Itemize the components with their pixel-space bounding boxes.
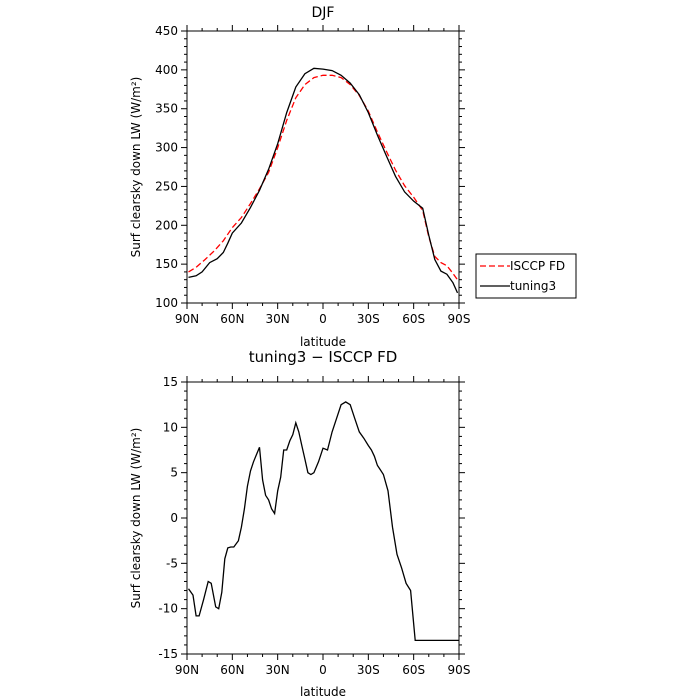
y-tick-label: 350	[155, 102, 178, 116]
x-tick-label: 90N	[175, 663, 199, 677]
y-tick-label: 450	[155, 24, 178, 38]
plot-frame	[186, 30, 460, 304]
legend-label: ISCCP FD	[510, 259, 565, 273]
x-tick-label: 60N	[220, 312, 244, 326]
plot-frame	[186, 381, 460, 655]
x-tick-label: 90S	[448, 312, 471, 326]
x-tick-label: 30N	[266, 312, 290, 326]
y-tick-label: 15	[163, 375, 178, 389]
x-tick-label: 60S	[402, 663, 425, 677]
chart-title: tuning3 − ISCCP FD	[249, 348, 398, 366]
y-tick-label: 200	[155, 218, 178, 232]
y-tick-label: -15	[158, 647, 178, 661]
y-axis-label: Surf clearsky down LW (W/m²)	[129, 428, 143, 609]
chart-djf: DJF 100 150 200 250 300 350 400 450 90N 60N 30N 0 30S…	[129, 5, 577, 349]
y-axis-label: Surf clearsky down LW (W/m²)	[129, 77, 143, 258]
x-tick-label: 30N	[266, 663, 290, 677]
x-tick-label: 60S	[402, 312, 425, 326]
chart-title: DJF	[312, 5, 335, 21]
y-tick-label: -10	[158, 602, 178, 616]
x-axis-label: latitude	[300, 335, 346, 349]
x-tick-label: 30S	[357, 312, 380, 326]
y-tick-label: 250	[155, 179, 178, 193]
chart-difference: tuning3 − ISCCP FD -15 -10 -5 0 5 10 15 90N 60N 30…	[129, 348, 470, 699]
legend-label: tuning3	[510, 279, 556, 293]
y-tick-label: 100	[155, 296, 178, 310]
x-tick-label: 0	[319, 663, 327, 677]
x-tick-label: 0	[319, 312, 327, 326]
legend-box	[475, 253, 577, 299]
y-tick-label: 150	[155, 257, 178, 271]
x-tick-label: 60N	[220, 663, 244, 677]
series-line-tuning3	[188, 67, 459, 294]
y-tick-label: -5	[166, 556, 178, 570]
x-tick-label: 90N	[175, 312, 199, 326]
y-tick-label: 10	[163, 420, 178, 434]
x-tick-label: 90S	[448, 663, 471, 677]
legend: ISCCP FD tuning3	[475, 253, 577, 299]
y-tick-label: 5	[170, 466, 178, 480]
y-tick-label: 0	[170, 511, 178, 525]
series-line-difference	[187, 401, 459, 642]
x-tick-label: 30S	[357, 663, 380, 677]
y-tick-label: 300	[155, 141, 178, 155]
y-tick-label: 400	[155, 63, 178, 77]
x-axis-label: latitude	[300, 685, 346, 699]
series-line-isccp-fd	[188, 74, 459, 281]
